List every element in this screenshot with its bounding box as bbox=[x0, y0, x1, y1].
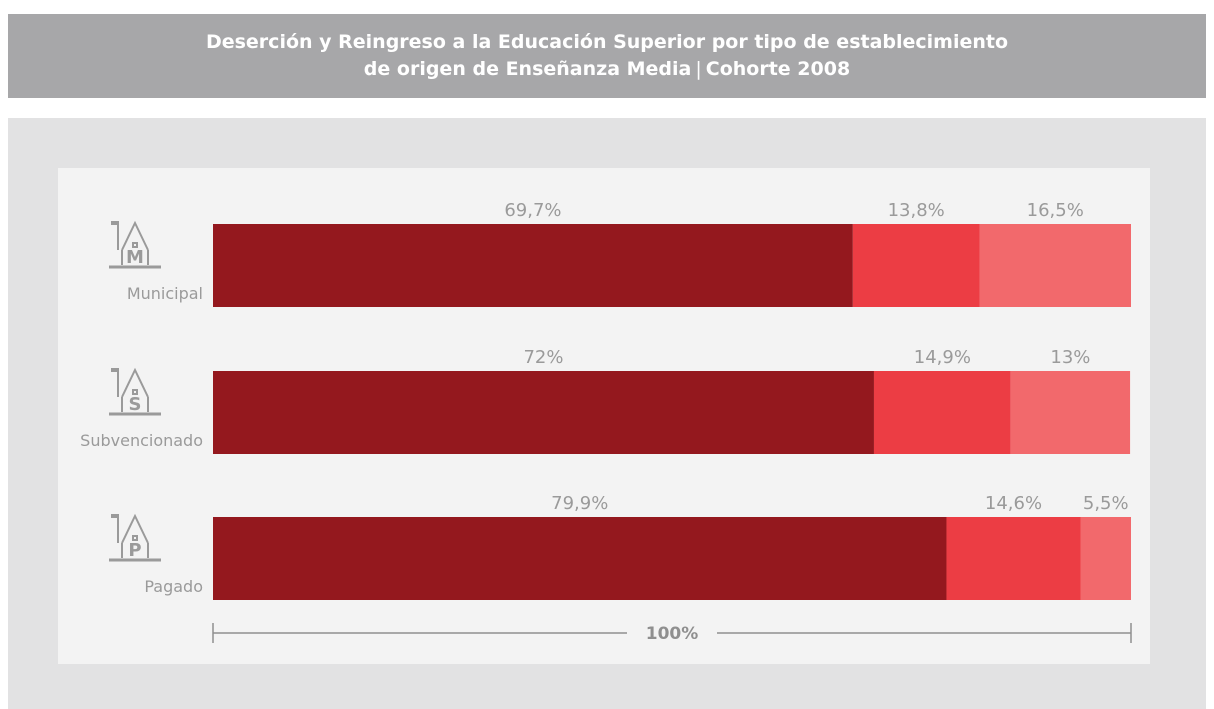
value-label-pagado-1: 79,9% bbox=[551, 493, 608, 514]
chart-title-cohort: Cohorte 2008 bbox=[705, 58, 851, 80]
value-label-subvencionado-3: 13% bbox=[1050, 347, 1090, 368]
school-municipal-icon bbox=[109, 220, 161, 269]
bar-pagado-segment-3 bbox=[1080, 517, 1131, 600]
value-label-subvencionado-2: 14,9% bbox=[914, 347, 971, 368]
school-pagado-icon bbox=[109, 513, 161, 562]
icon-letter-pagado: P bbox=[128, 540, 141, 561]
bar-subvencionado-segment-3 bbox=[1010, 371, 1131, 454]
category-label-pagado: Pagado bbox=[144, 577, 203, 596]
icon-letter-subvencionado: S bbox=[129, 394, 142, 415]
chart-title-main: de origen de Enseñanza Media bbox=[363, 58, 692, 80]
chart-title-line-1: Deserción y Reingreso a la Educación Sup… bbox=[205, 31, 1009, 53]
chart-title-line-2: de origen de Enseñanza Media | Cohorte 200… bbox=[364, 56, 850, 83]
chart-title: Deserción y Reingreso a la Educación Sup… bbox=[8, 14, 1206, 98]
category-label-municipal: Municipal bbox=[127, 284, 203, 303]
bar-subvencionado-segment-1 bbox=[213, 371, 874, 454]
bar-municipal-segment-1 bbox=[213, 224, 853, 307]
bar-pagado-segment-1 bbox=[213, 517, 947, 600]
school-subvencionado-icon bbox=[109, 367, 161, 416]
chart-title-separator: | bbox=[695, 58, 702, 80]
value-label-pagado-3: 5,5% bbox=[1083, 493, 1129, 514]
value-label-municipal-2: 13,8% bbox=[888, 200, 945, 221]
bar-pagado-segment-2 bbox=[946, 517, 1081, 600]
value-label-municipal-3: 16,5% bbox=[1027, 200, 1084, 221]
icon-letter-municipal: M bbox=[126, 247, 144, 268]
total-label: 100% bbox=[646, 624, 699, 644]
value-label-pagado-2: 14,6% bbox=[985, 493, 1042, 514]
bar-subvencionado-segment-2 bbox=[873, 371, 1011, 454]
bar-municipal-segment-3 bbox=[979, 224, 1131, 307]
bar-municipal-segment-2 bbox=[852, 224, 980, 307]
category-label-subvencionado: Subvencionado bbox=[80, 431, 203, 450]
value-label-municipal-1: 69,7% bbox=[504, 200, 561, 221]
value-label-subvencionado-1: 72% bbox=[523, 347, 563, 368]
